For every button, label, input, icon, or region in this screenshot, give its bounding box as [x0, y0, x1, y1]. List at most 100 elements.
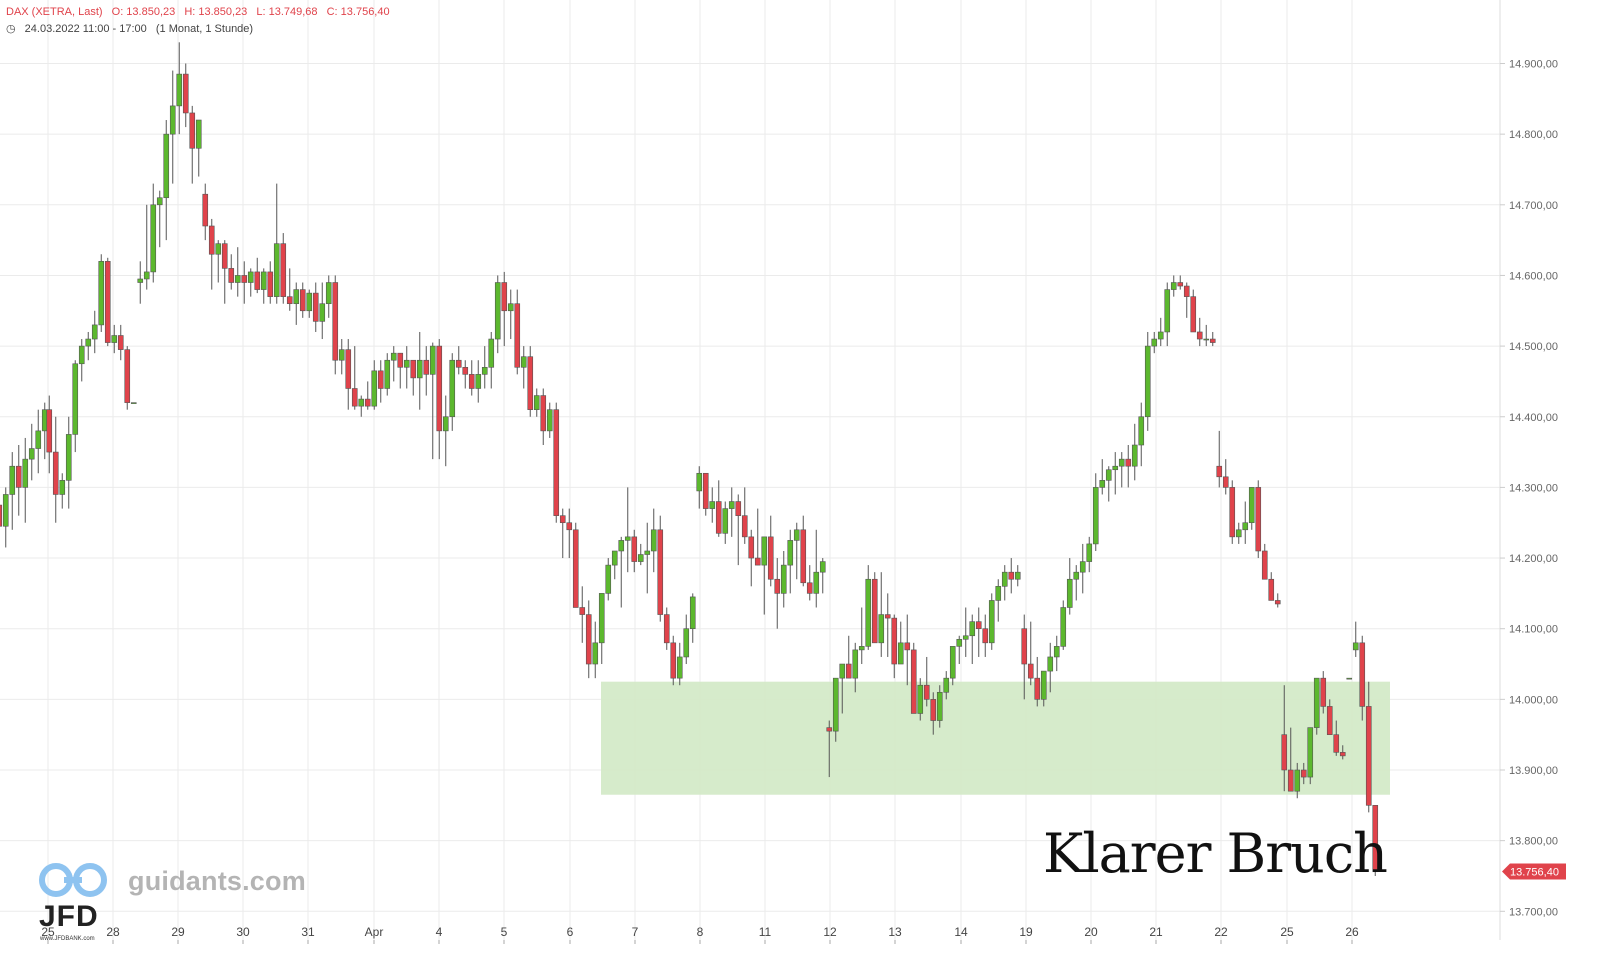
candle-body — [1365, 706, 1372, 806]
candle-body — [1203, 338, 1210, 341]
candle — [1079, 543, 1086, 594]
candle — [982, 614, 989, 657]
candle — [845, 635, 852, 679]
candle — [579, 586, 586, 643]
candle — [1320, 671, 1327, 714]
candle-body — [150, 204, 157, 273]
candle — [423, 346, 430, 396]
candle-body — [1346, 677, 1353, 680]
candle-body — [312, 292, 319, 322]
candle-body — [390, 352, 397, 361]
candle — [605, 558, 612, 601]
candle — [137, 261, 144, 304]
candle — [1040, 670, 1047, 707]
candle — [897, 621, 904, 665]
y-tick-label: 14.000,00 — [1509, 694, 1558, 706]
candle — [780, 550, 787, 608]
candle — [286, 268, 293, 311]
candle — [689, 593, 696, 643]
candle — [1255, 480, 1262, 559]
candle-body — [897, 642, 904, 665]
candle — [871, 572, 878, 644]
y-tick-label: 14.600,00 — [1509, 270, 1558, 282]
candle — [514, 289, 521, 375]
candle-body — [468, 374, 475, 389]
candle-body — [761, 536, 768, 566]
candle — [1281, 685, 1288, 792]
candle — [767, 515, 774, 587]
chart-header: DAX (XETRA, Last) O: 13.850,23 H: 13.850… — [6, 6, 396, 18]
candle — [384, 353, 391, 396]
candle — [35, 409, 42, 474]
candle-body — [923, 684, 930, 700]
candle — [215, 240, 222, 283]
candle-body — [527, 356, 534, 410]
candle — [1242, 501, 1249, 544]
candle — [826, 720, 833, 778]
candle-body — [715, 501, 722, 534]
close-value: C: 13.756,40 — [326, 6, 390, 18]
candle-body — [2, 494, 9, 527]
candle-body — [1190, 296, 1197, 333]
candle — [117, 324, 124, 361]
candle — [1235, 522, 1242, 544]
candle — [1099, 459, 1106, 495]
candle — [163, 120, 170, 241]
clock-icon: ◷ — [6, 23, 16, 35]
candle-body — [1047, 656, 1054, 672]
candle-body — [709, 501, 716, 509]
candle-body — [1079, 561, 1086, 573]
candle — [416, 331, 423, 410]
candle-body — [1209, 338, 1216, 343]
candle — [397, 352, 404, 389]
x-tick-label: 12 — [823, 925, 837, 939]
candle — [436, 339, 443, 460]
candle-body — [182, 73, 189, 114]
candle — [364, 381, 371, 410]
candle-body — [936, 691, 943, 721]
candle — [15, 445, 22, 516]
candle — [1346, 677, 1353, 680]
candle — [1053, 635, 1060, 672]
candle — [657, 515, 664, 622]
candle — [182, 63, 189, 128]
candle-body — [793, 529, 800, 541]
candle-body — [130, 402, 137, 404]
candle — [156, 190, 163, 248]
candle — [169, 70, 176, 184]
x-tick-label: 6 — [567, 925, 574, 939]
price-tag-shape — [1502, 863, 1566, 880]
candle — [995, 579, 1002, 622]
candle-body — [988, 600, 995, 644]
candle-body — [299, 289, 306, 312]
candle — [371, 360, 378, 410]
candle-body — [1359, 642, 1366, 707]
candle — [793, 522, 800, 580]
candle-body — [462, 366, 469, 375]
candle — [150, 183, 157, 283]
candle — [1151, 331, 1158, 354]
candle-body — [605, 564, 612, 594]
candle — [9, 452, 16, 530]
candle-body — [1333, 734, 1340, 753]
candle-body — [9, 465, 16, 495]
candle — [111, 324, 118, 354]
candle — [442, 395, 449, 467]
candle — [1216, 430, 1223, 488]
candle-body — [533, 395, 540, 410]
candle — [1138, 402, 1145, 467]
candle — [540, 388, 547, 446]
candle — [735, 494, 742, 566]
candle-body — [1313, 677, 1320, 728]
candle-body — [241, 275, 248, 283]
y-tick-label: 14.100,00 — [1509, 624, 1558, 636]
candle — [566, 508, 573, 559]
candle — [1274, 593, 1281, 608]
candle — [2, 487, 9, 548]
candle-body — [520, 356, 527, 368]
candle-body — [78, 345, 85, 365]
candle-body — [332, 282, 339, 361]
candle-body — [579, 607, 586, 615]
candle-body — [358, 398, 365, 407]
candle — [936, 685, 943, 728]
